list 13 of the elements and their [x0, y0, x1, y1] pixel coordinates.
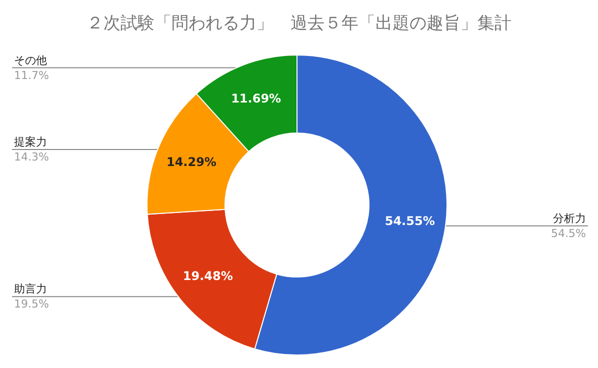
slice-label: その他 [14, 54, 47, 67]
text: 11.7% [14, 68, 49, 82]
text: 14.3% [14, 150, 49, 164]
text: 54.5% [551, 226, 586, 240]
chart-title: ２次試験「問われる力」 過去５年「出題の趣旨」集計 [86, 14, 512, 34]
data-label: 19.48% [182, 269, 233, 284]
slice-label: 提案力 [14, 135, 47, 148]
data-label: 54.55% [384, 214, 435, 228]
data-label: 11.69% [231, 92, 282, 106]
data-label: 14.29% [166, 154, 216, 169]
slice-label: 助言力 [14, 282, 47, 296]
slice-label: 分析力 [553, 212, 586, 225]
text: 19.5% [14, 298, 49, 311]
